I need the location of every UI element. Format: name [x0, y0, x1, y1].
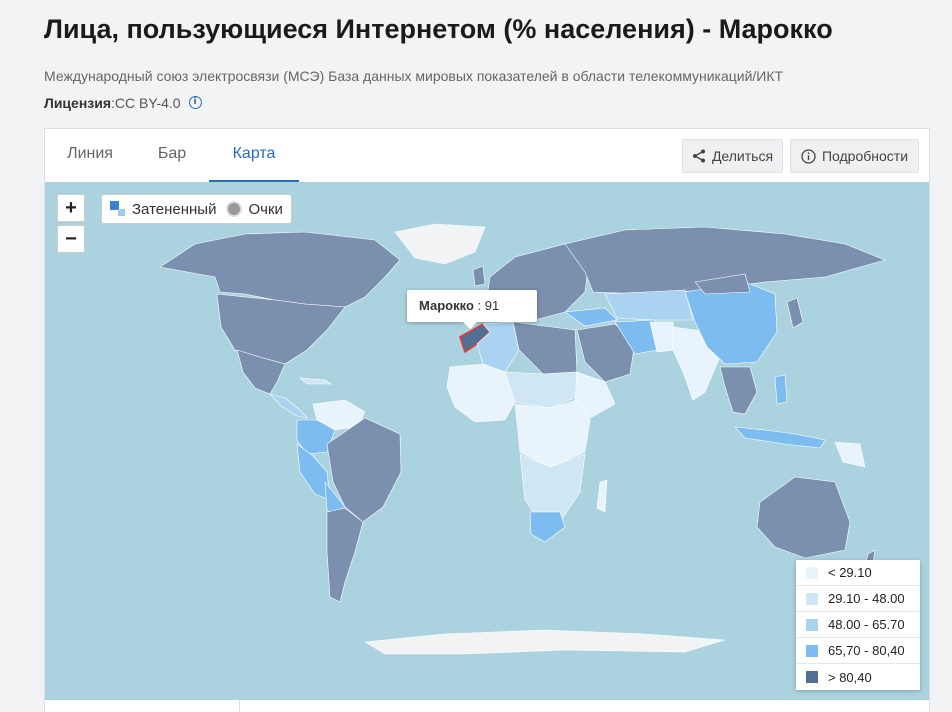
share-button[interactable]: Делиться — [682, 139, 783, 173]
country-madagascar — [596, 479, 608, 513]
legend-swatch — [806, 592, 818, 605]
map-mode-toggle: Затененный Очки — [101, 194, 292, 224]
country-tooltip: Марокко : 91 — [407, 290, 537, 329]
country-china — [684, 281, 778, 365]
page-title: Лица, пользующиеся Интернетом (% населен… — [44, 14, 833, 44]
country-russia — [564, 226, 886, 295]
country-central-africa — [514, 399, 591, 468]
legend-label: < 29.10 — [828, 565, 872, 580]
country-philippines — [774, 374, 788, 405]
country-indonesia — [734, 426, 826, 449]
country-southeast-asia — [719, 366, 758, 415]
country-middle-east — [576, 323, 636, 383]
country-central-asia — [604, 289, 694, 321]
details-button[interactable]: Подробности — [790, 139, 919, 173]
country-southern-africa — [519, 453, 586, 527]
country-antarctica — [364, 629, 726, 655]
mode-points-option[interactable]: Очки — [222, 200, 283, 218]
bottom-panel — [45, 700, 929, 712]
panel-divider — [239, 700, 240, 712]
license-value: :CC BY-4.0 — [111, 95, 181, 111]
legend-swatch — [806, 566, 818, 579]
share-icon — [692, 149, 705, 163]
country-brazil — [326, 417, 402, 523]
tooltip-value: : 91 — [473, 298, 500, 313]
zoom-out-button[interactable]: − — [57, 225, 85, 253]
country-horn — [574, 371, 616, 419]
legend-swatch — [806, 671, 818, 683]
tab-line[interactable]: Линия — [67, 145, 113, 162]
legend-label: 48.00 - 65.70 — [828, 617, 905, 632]
source-subtitle: Международный союз электросвязи (МСЭ) Ба… — [44, 68, 784, 84]
country-usa — [216, 293, 346, 365]
info-icon[interactable]: i — [188, 95, 202, 109]
country-papua — [834, 441, 866, 468]
tooltip-country: Марокко — [419, 298, 474, 313]
country-argentina — [326, 507, 364, 603]
country-korea-japan — [786, 297, 804, 329]
license-line: Лицензия :CC BY-4.0 i — [44, 95, 202, 111]
mode-points-label: Очки — [248, 200, 283, 218]
mode-shaded-option[interactable]: Затененный — [110, 201, 216, 218]
country-uk — [472, 265, 486, 287]
country-south-africa — [529, 511, 566, 543]
legend-label: 65,70 - 80,40 — [828, 643, 905, 658]
tab-bar[interactable]: Бар — [157, 145, 187, 162]
info-icon — [801, 148, 816, 164]
legend-label: > 80,40 — [828, 669, 872, 685]
country-canada — [159, 231, 401, 308]
country-mexico — [236, 349, 286, 395]
legend-swatch — [806, 644, 818, 657]
country-greenland — [394, 223, 486, 265]
chart-card: Линия Бар Карта Делиться Подробности — [44, 128, 930, 712]
shaded-icon — [110, 201, 126, 217]
country-colombia — [296, 419, 336, 455]
legend-item: 48.00 - 65.70 — [796, 612, 920, 638]
mode-shaded-label: Затененный — [132, 200, 217, 218]
license-label: Лицензия — [44, 95, 112, 111]
country-mongolia — [694, 273, 751, 295]
country-central-america — [269, 393, 308, 419]
tab-map[interactable]: Карта — [209, 129, 299, 182]
legend-swatch — [806, 618, 818, 631]
share-label: Делиться — [711, 148, 774, 164]
legend-item: > 80,40 — [796, 664, 920, 690]
points-icon — [226, 201, 243, 217]
country-west-africa — [446, 363, 516, 423]
world-map[interactable]: + − Затененный Очки Марокко : 91 < 29.10 — [45, 182, 929, 700]
legend-item: 29.10 - 48.00 — [796, 586, 920, 612]
world-map-svg — [45, 182, 929, 700]
legend-item: 65,70 - 80,40 — [796, 638, 920, 664]
zoom-in-button[interactable]: + — [57, 194, 85, 222]
country-turkey — [564, 307, 618, 327]
country-australia — [756, 476, 851, 559]
legend-label: 29.10 - 48.00 — [828, 591, 905, 606]
map-legend: < 29.10 29.10 - 48.00 48.00 - 65.70 65,7… — [796, 560, 920, 690]
legend-item: < 29.10 — [796, 560, 920, 586]
details-label: Подробности — [821, 148, 909, 164]
view-tabs: Линия Бар Карта Делиться Подробности — [45, 129, 929, 182]
country-cuba — [299, 377, 332, 385]
